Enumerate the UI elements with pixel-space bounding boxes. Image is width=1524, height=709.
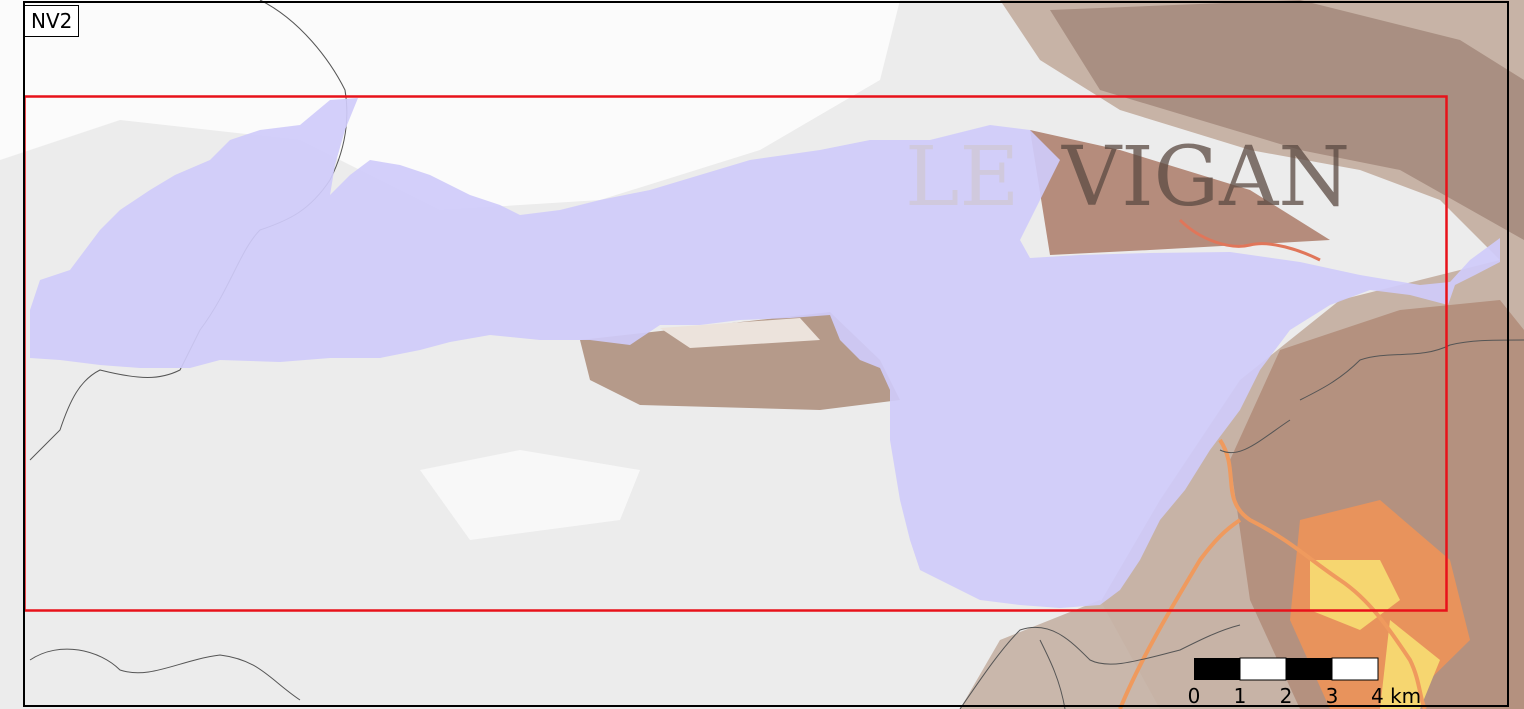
scale-tick-label: 3: [1326, 684, 1339, 708]
map-border: [23, 1, 1509, 707]
scale-segment: [1239, 657, 1287, 681]
ridge-relief: [1030, 130, 1330, 255]
scale-segment: [1331, 657, 1379, 681]
ridge-relief: [580, 312, 900, 410]
scale-tick-label: 0: [1188, 684, 1201, 708]
scale-bar: 0 1 2 3 4 km: [1188, 657, 1421, 708]
town-label-part1: LE: [905, 130, 1019, 225]
study-area-polygon[interactable]: [30, 98, 1500, 608]
river: [1178, 218, 1321, 262]
lowland-area: [0, 0, 900, 210]
scale-segment: [1194, 658, 1240, 680]
scale-tick-label: 1: [1234, 684, 1247, 708]
scale-tick-label: 4 km: [1371, 684, 1421, 708]
river: [1218, 438, 1427, 709]
panel-label: NV2: [24, 5, 80, 37]
hills-relief: [960, 600, 1160, 709]
river: [1118, 518, 1242, 709]
scale-segment: [1286, 658, 1332, 680]
scale-tick-label: 2: [1280, 684, 1293, 708]
ridge-crest: [660, 318, 820, 348]
hills-relief-dark: [1050, 0, 1524, 240]
town-label-part2: VIGAN: [1061, 130, 1350, 225]
lowland-area: [420, 450, 640, 540]
